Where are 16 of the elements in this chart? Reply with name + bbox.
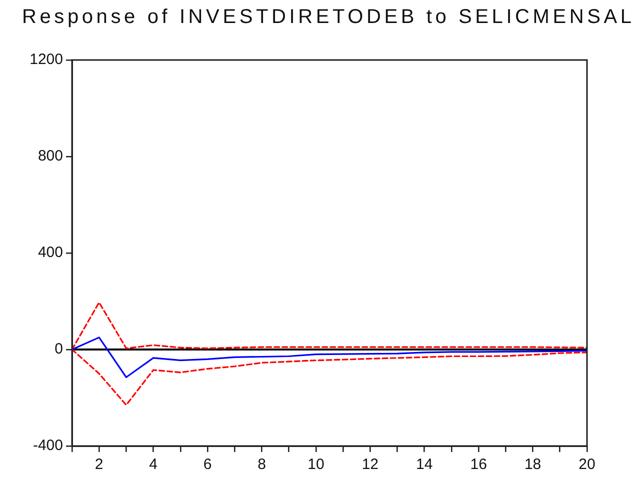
x-tick-label: 18 [524, 456, 542, 474]
x-tick-label: 4 [149, 456, 158, 474]
x-tick-label: 14 [416, 456, 433, 474]
x-tick-label: 12 [362, 456, 378, 474]
y-tick-label: -400 [32, 437, 63, 454]
x-tick-label: 8 [258, 456, 266, 474]
y-tick-label: 0 [54, 340, 63, 358]
y-tick-label: 1200 [30, 51, 63, 68]
y-tick-label: 400 [38, 244, 63, 262]
x-tick-label: 16 [470, 456, 487, 474]
x-tick-label: 10 [308, 456, 324, 474]
chart-title: Response of INVESTDIRETODEB to SELICMENSAL [22, 5, 635, 29]
y-tick-label: 800 [38, 148, 63, 165]
x-tick-label: 2 [94, 456, 104, 474]
x-tick-label: 6 [203, 456, 212, 474]
x-tick-label: 20 [578, 456, 596, 474]
